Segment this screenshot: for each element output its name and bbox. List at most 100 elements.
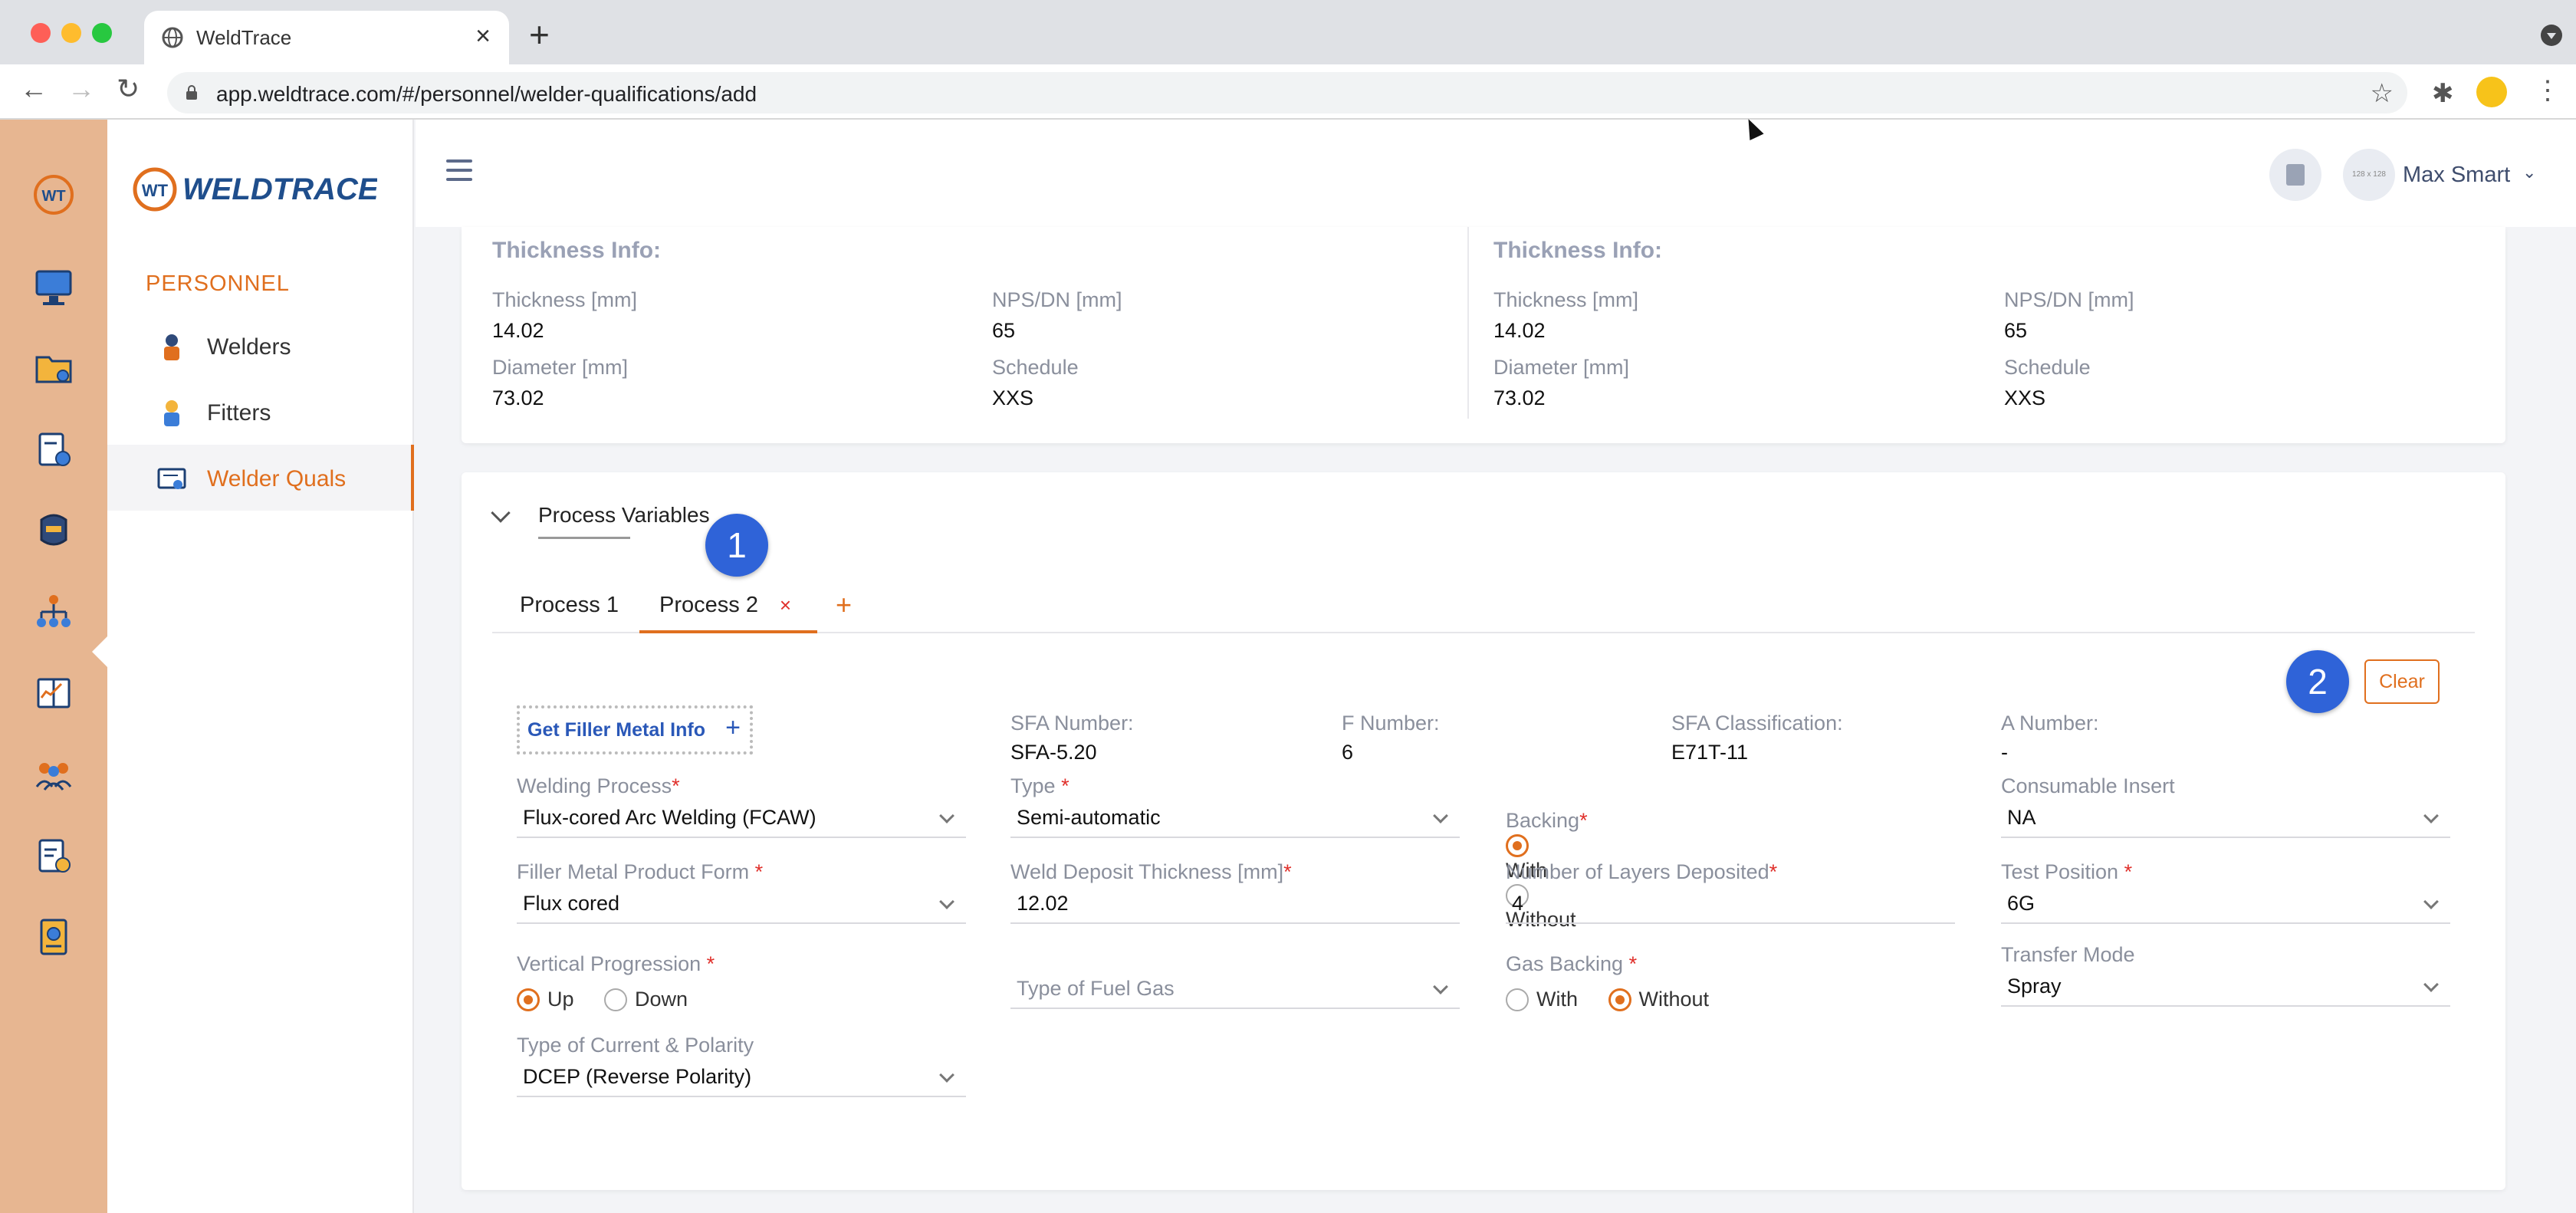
address-bar[interactable]: app.weldtrace.com/#/personnel/welder-qua…	[167, 72, 2407, 113]
user-name[interactable]: Max Smart	[2403, 163, 2511, 187]
number-of-layers-input[interactable]: 4	[1506, 889, 1955, 924]
back-arrow-icon[interactable]: ←	[20, 73, 48, 104]
weldtrace-logo[interactable]: WT WELDTRACE	[132, 163, 377, 216]
nps-label: NPS/DN [mm]	[2004, 288, 2134, 311]
required-mark: *	[706, 952, 715, 975]
profile-avatar-icon[interactable]	[2476, 77, 2507, 107]
process-variables-title[interactable]: Process Variables	[538, 503, 710, 527]
close-icon[interactable]: ×	[779, 593, 791, 616]
required-mark: *	[1769, 860, 1778, 883]
browser-menu-icon[interactable]: ⋮	[2535, 76, 2561, 105]
sidebar-item-fitters[interactable]: Fitters	[107, 379, 414, 445]
sidebar-item-welders[interactable]: Welders	[107, 313, 414, 379]
vertical-up-radio[interactable]	[517, 988, 540, 1011]
tab-process-1[interactable]: Process 1	[520, 593, 619, 617]
tab-process-2[interactable]: Process 2 ×	[639, 580, 817, 633]
field-label: Test Position	[2001, 860, 2119, 883]
checklist-clock-icon[interactable]	[32, 834, 75, 877]
field-label: Gas Backing	[1506, 952, 1624, 975]
schedule-value: XXS	[992, 386, 1034, 409]
thickness-label: Thickness [mm]	[1493, 288, 1639, 311]
add-process-button[interactable]: +	[836, 589, 853, 620]
tab-label: Process 2	[659, 593, 758, 617]
svg-text:WT: WT	[142, 181, 169, 200]
tab-search-button[interactable]	[2541, 25, 2562, 46]
monitor-icon[interactable]	[32, 265, 75, 308]
radio-label: Without	[1506, 907, 1576, 931]
folder-settings-icon[interactable]	[32, 347, 75, 390]
extensions-puzzle-icon[interactable]: ✱	[2432, 79, 2454, 108]
step-badge-1: 1	[705, 514, 768, 577]
gas-backing-with-radio[interactable]	[1506, 988, 1529, 1011]
diameter-label: Diameter [mm]	[1493, 356, 1630, 379]
bookmark-star-icon[interactable]: ☆	[2370, 79, 2394, 108]
select-value: DCEP (Reverse Polarity)	[523, 1065, 752, 1088]
radio-label: Up	[547, 988, 574, 1011]
transfer-mode-field: Transfer Mode Spray	[2001, 943, 2450, 1007]
chevron-down-icon[interactable]: ⌄	[2522, 163, 2537, 182]
thickness-value: 14.02	[492, 319, 544, 342]
button-label: Get Filler Metal Info	[527, 719, 705, 741]
gas-backing-field: Gas Backing * With Without	[1506, 952, 1955, 1011]
maximize-window-button[interactable]	[92, 23, 112, 43]
current-polarity-select[interactable]: DCEP (Reverse Polarity)	[517, 1062, 966, 1097]
clipboard-gear-icon[interactable]	[32, 428, 75, 471]
vertical-down-radio[interactable]	[604, 988, 628, 1011]
sidebar-item-welder-quals[interactable]: Welder Quals	[107, 445, 414, 511]
input-value: 4	[1512, 892, 1524, 915]
close-window-button[interactable]	[31, 23, 51, 43]
lock-icon	[186, 85, 197, 100]
required-mark: *	[672, 774, 680, 797]
required-mark: *	[754, 860, 764, 883]
transfer-mode-select[interactable]: Spray	[2001, 971, 2450, 1007]
thickness-info-title: Thickness Info:	[492, 238, 662, 263]
hamburger-menu-icon[interactable]	[446, 159, 472, 182]
reload-icon[interactable]: ↻	[117, 73, 140, 104]
forward-arrow-icon[interactable]: →	[67, 73, 95, 104]
schedule-label: Schedule	[992, 356, 1079, 379]
gas-backing-without-radio[interactable]	[1608, 988, 1631, 1011]
number-of-layers-field: Number of Layers Deposited* 4	[1506, 860, 1955, 924]
required-mark: *	[1283, 860, 1292, 883]
get-filler-metal-info-button[interactable]: Get Filler Metal Info +	[517, 705, 753, 754]
chevron-down-icon	[939, 894, 955, 909]
select-value: Flux-cored Arc Welding (FCAW)	[523, 806, 816, 829]
certificate-badge-icon[interactable]	[32, 916, 75, 958]
clear-button[interactable]: Clear	[2364, 659, 2440, 704]
required-mark: *	[1628, 952, 1638, 975]
browser-toolbar: ← → ↻ app.weldtrace.com/#/personnel/weld…	[0, 64, 2576, 120]
weld-deposit-thickness-field: Weld Deposit Thickness [mm]* 12.02	[1010, 860, 1460, 924]
type-select[interactable]: Semi-automatic	[1010, 803, 1460, 838]
backing-with-radio[interactable]	[1506, 834, 1529, 858]
chevron-down-icon	[939, 808, 955, 823]
book-chart-icon[interactable]	[32, 672, 75, 715]
fuel-gas-select[interactable]: Type of Fuel Gas	[1010, 974, 1460, 1009]
welder-person-icon	[164, 334, 179, 360]
chevron-down-icon[interactable]	[491, 503, 511, 523]
weld-deposit-thickness-input[interactable]: 12.02	[1010, 889, 1460, 924]
team-icon[interactable]	[32, 753, 75, 796]
svg-text:WT: WT	[41, 188, 65, 205]
browser-tab[interactable]: WeldTrace ×	[144, 11, 509, 64]
org-chart-icon[interactable]	[32, 590, 75, 633]
backing-without-radio[interactable]	[1506, 883, 1529, 907]
filler-metal-product-form-select[interactable]: Flux cored	[517, 889, 966, 924]
chevron-down-icon	[2423, 977, 2439, 992]
consumable-insert-select[interactable]: NA	[2001, 803, 2450, 838]
new-tab-button[interactable]: +	[529, 15, 550, 54]
sidebar-item-label: Fitters	[207, 400, 271, 426]
close-tab-icon[interactable]: ×	[475, 21, 491, 51]
f-number-label: F Number:	[1342, 712, 1440, 735]
certificate-icon	[157, 468, 186, 489]
select-value: Spray	[2007, 975, 2062, 998]
avatar[interactable]: 128 x 128	[2343, 149, 2395, 201]
weldtrace-logo-icon[interactable]: WT	[32, 173, 75, 216]
minimize-window-button[interactable]	[61, 23, 81, 43]
chevron-down-icon	[2423, 894, 2439, 909]
test-position-select[interactable]: 6G	[2001, 889, 2450, 924]
url-text: app.weldtrace.com/#/personnel/welder-qua…	[216, 82, 757, 106]
welding-process-select[interactable]: Flux-cored Arc Welding (FCAW)	[517, 803, 966, 838]
title-underline	[538, 537, 630, 539]
book-icon[interactable]	[2269, 149, 2321, 201]
welder-mask-icon[interactable]	[32, 509, 75, 552]
